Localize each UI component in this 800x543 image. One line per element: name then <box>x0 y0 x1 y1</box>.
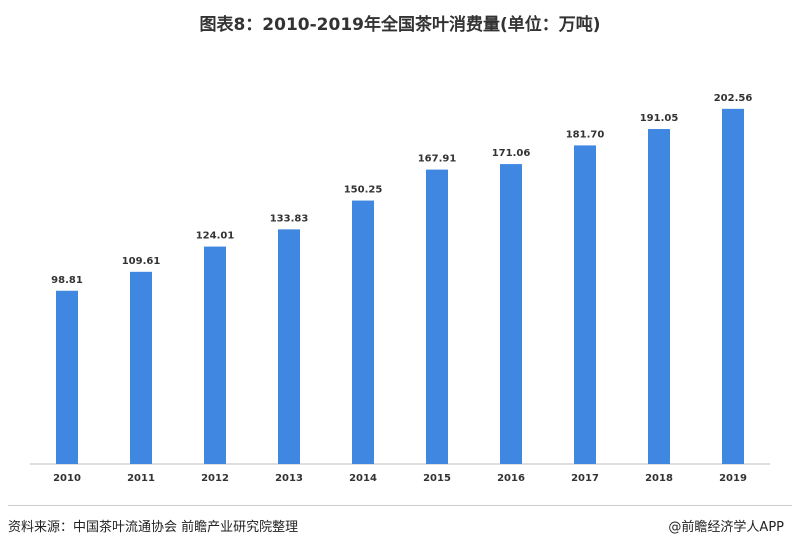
bar-2015 <box>426 169 448 464</box>
x-tick-label-2018: 2018 <box>645 473 673 484</box>
x-tick-label-2017: 2017 <box>571 473 599 484</box>
data-label-2013: 133.83 <box>270 213 309 224</box>
footer-divider <box>8 505 792 506</box>
data-label-2018: 191.05 <box>640 113 679 124</box>
bar-2016 <box>500 164 522 464</box>
x-tick-label-2012: 2012 <box>201 473 229 484</box>
bar-2012 <box>204 246 226 464</box>
data-label-2011: 109.61 <box>122 256 161 267</box>
x-tick-label-2014: 2014 <box>349 473 377 484</box>
bar-2010 <box>56 290 78 464</box>
x-tick-label-2016: 2016 <box>497 473 525 484</box>
data-label-2016: 171.06 <box>492 148 531 159</box>
bar-2019 <box>722 108 744 464</box>
brand-credit: @前瞻经济学人APP <box>668 520 784 535</box>
bar-chart: 98.81 2010 109.61 2011 124.01 2012 133.83 2013 1… <box>30 93 770 484</box>
x-tick-label-2015: 2015 <box>423 473 451 484</box>
data-label-2019: 202.56 <box>714 93 753 104</box>
chart-title: 图表8：2010-2019年全国茶叶消费量(单位：万吨) <box>199 15 601 35</box>
x-tick-label-2013: 2013 <box>275 473 303 484</box>
source-note: 资料来源：中国茶叶流通协会 前瞻产业研究院整理 <box>8 520 299 535</box>
bar-2013 <box>278 229 300 464</box>
data-label-2015: 167.91 <box>418 154 457 165</box>
bar-2011 <box>130 271 152 464</box>
bar-2014 <box>352 200 374 464</box>
data-label-2010: 98.81 <box>51 275 83 286</box>
bar-2018 <box>648 129 670 464</box>
x-tick-label-2019: 2019 <box>719 473 747 484</box>
bar-2017 <box>574 145 596 464</box>
data-label-2014: 150.25 <box>344 185 383 196</box>
data-label-2012: 124.01 <box>196 231 235 242</box>
x-tick-label-2011: 2011 <box>127 473 155 484</box>
x-tick-label-2010: 2010 <box>53 473 81 484</box>
data-label-2017: 181.70 <box>566 129 605 140</box>
